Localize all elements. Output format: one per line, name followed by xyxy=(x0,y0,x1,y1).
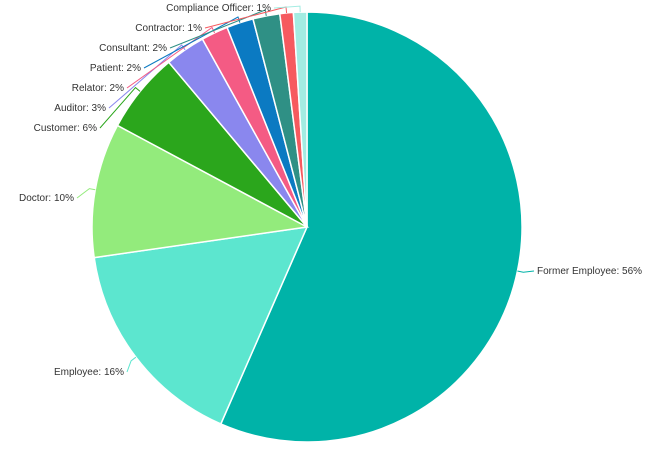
slice-label-contractor: Contractor: 1% xyxy=(135,23,202,34)
slices-layer xyxy=(91,11,523,443)
leader-line-consultant xyxy=(169,9,267,49)
pie-slice-compliance-officer[interactable] xyxy=(292,11,308,228)
slice-label-customer: Customer: 6% xyxy=(34,123,97,134)
pie-slice-employee[interactable] xyxy=(93,226,309,425)
leader-line-doctor xyxy=(76,188,96,199)
slice-label-compliance-officer: Compliance Officer: 1% xyxy=(166,3,271,14)
slice-label-patient: Patient: 2% xyxy=(90,63,141,74)
leader-line-employee xyxy=(126,356,137,373)
leader-line-customer xyxy=(99,86,141,129)
leader-line-auditor xyxy=(108,44,186,109)
slice-label-relator: Relator: 2% xyxy=(72,83,124,94)
leader-line-relator xyxy=(126,26,216,89)
slice-label-former-employee: Former Employee: 56% xyxy=(537,266,642,277)
leader-line-former-employee xyxy=(517,270,535,273)
labels-layer: Former Employee: 56% Employee: 16% Doctor:… xyxy=(19,3,642,378)
slice-label-employee: Employee: 16% xyxy=(54,367,124,378)
slice-label-doctor: Doctor: 10% xyxy=(19,193,74,204)
leader-lines-layer xyxy=(76,5,535,373)
leader-line-compliance-officer xyxy=(273,5,301,13)
slice-label-consultant: Consultant: 2% xyxy=(99,43,167,54)
pie-slice-former-employee[interactable] xyxy=(219,11,523,443)
slice-label-auditor: Auditor: 3% xyxy=(54,103,106,114)
